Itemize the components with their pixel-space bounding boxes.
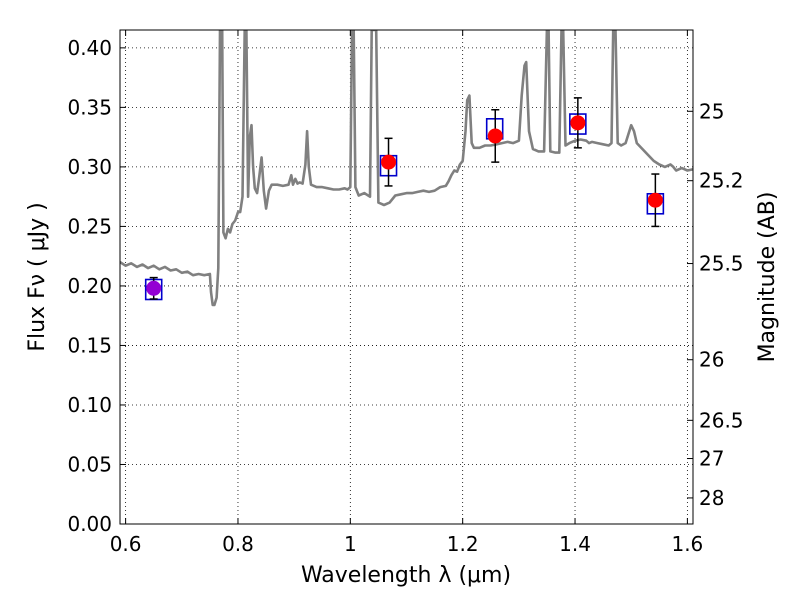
y2-tick-label: 26 bbox=[699, 348, 724, 372]
y2-tick-label: 28 bbox=[699, 486, 724, 510]
y-tick-label: 0.35 bbox=[67, 95, 112, 119]
y-tick-label: 0.05 bbox=[67, 452, 112, 476]
x-tick-label: 1.6 bbox=[671, 532, 703, 556]
y-tick-label: 0.25 bbox=[67, 214, 112, 238]
y2-tick-label: 27 bbox=[699, 447, 724, 471]
points-layer bbox=[144, 97, 665, 301]
plot-frame bbox=[119, 29, 694, 525]
y2-tick-label: 25.5 bbox=[699, 252, 744, 276]
model-spectrum-line bbox=[120, 30, 693, 307]
y2-tick-label: 25 bbox=[699, 99, 724, 123]
x-tick-label: 1.4 bbox=[559, 532, 591, 556]
axes: 0.6 0.8 1 1.2 1.4 1.6 0.00 0.05 0.10 0.15 0.20 0.25… bbox=[67, 30, 744, 556]
y-tick-label: 0.30 bbox=[67, 155, 112, 179]
y-axis-label: Flux Fν ( μJy ) bbox=[25, 202, 50, 351]
observed-point bbox=[146, 280, 162, 296]
y-tick-label: 0.40 bbox=[67, 36, 112, 60]
x-tick-label: 0.8 bbox=[222, 532, 254, 556]
observed-point bbox=[647, 192, 663, 208]
y2-axis-label: Magnitude (AB) bbox=[755, 192, 780, 363]
y2-tick-label: 26.5 bbox=[699, 408, 744, 432]
series-layer bbox=[120, 30, 693, 307]
observed-point bbox=[381, 154, 397, 170]
y2-tick-label: 25.2 bbox=[699, 169, 744, 193]
y-tick-label: 0.15 bbox=[67, 333, 112, 357]
x-tick-label: 1 bbox=[344, 532, 357, 556]
y-tick-label: 0.20 bbox=[67, 274, 112, 298]
x-axis-label: Wavelength λ (μm) bbox=[301, 563, 511, 588]
x-tick-label: 1.2 bbox=[447, 532, 479, 556]
observed-point bbox=[487, 128, 503, 144]
x-tick-label: 0.6 bbox=[110, 532, 142, 556]
y-tick-label: 0.00 bbox=[67, 512, 112, 536]
observed-point bbox=[570, 115, 586, 131]
y-tick-label: 0.10 bbox=[67, 393, 112, 417]
